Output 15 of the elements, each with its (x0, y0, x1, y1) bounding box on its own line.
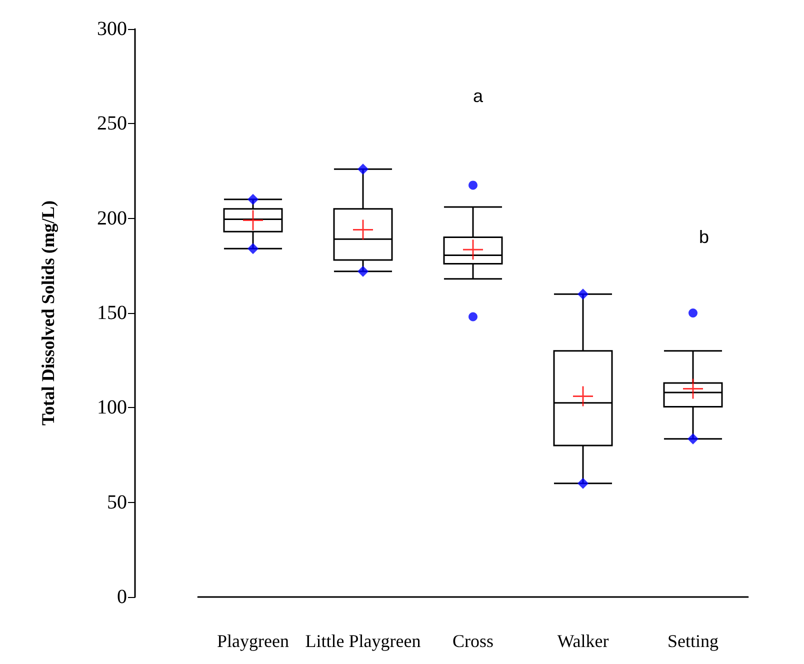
y-tick-label: 0 (117, 586, 127, 608)
x-tick-label: Playgreen (217, 631, 289, 651)
annotation: b (698, 227, 710, 247)
y-tick-label: 200 (97, 207, 127, 230)
y-tick-label: 300 (97, 18, 127, 40)
y-tick-label: 50 (107, 491, 127, 514)
x-tick-label: Cross (452, 631, 494, 651)
y-tick-label: 100 (97, 396, 127, 419)
x-tick-label: Walker (557, 631, 609, 651)
y-tick-label: 250 (97, 112, 127, 135)
annotation: a (472, 86, 484, 106)
y-tick-label: 150 (97, 302, 127, 324)
x-tick-label: Setting (667, 631, 719, 651)
x-tick-label: Little Playgreen (305, 631, 421, 651)
y-axis-title: Total Dissolved Solids (mg/L) (38, 200, 58, 426)
